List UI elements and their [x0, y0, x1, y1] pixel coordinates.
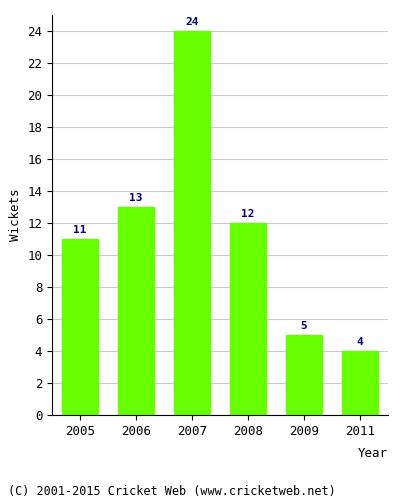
- Text: (C) 2001-2015 Cricket Web (www.cricketweb.net): (C) 2001-2015 Cricket Web (www.cricketwe…: [8, 485, 336, 498]
- Text: 4: 4: [357, 337, 363, 347]
- Bar: [286, 335, 322, 415]
- Bar: [230, 223, 266, 415]
- Bar: [342, 351, 378, 415]
- Bar: [118, 207, 154, 415]
- Bar: [62, 239, 98, 415]
- Text: 5: 5: [301, 321, 307, 331]
- Bar: [174, 31, 210, 415]
- Text: 24: 24: [185, 17, 199, 27]
- Text: 11: 11: [73, 225, 87, 235]
- Y-axis label: Wickets: Wickets: [9, 188, 22, 242]
- Text: 12: 12: [241, 209, 255, 219]
- Text: Year: Year: [358, 447, 388, 460]
- Text: 13: 13: [129, 193, 143, 203]
